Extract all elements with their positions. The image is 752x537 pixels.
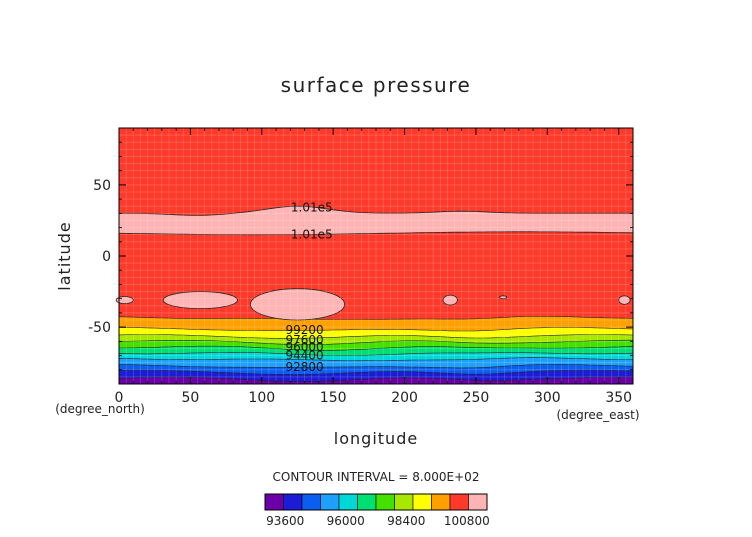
colorbar-swatch <box>283 493 303 511</box>
high-pressure-cell <box>162 291 238 310</box>
y-axis-ticks: 50 0 -50 <box>88 127 633 385</box>
high-pressure-cell <box>618 295 631 305</box>
contour-label: 1.01e5 <box>291 201 333 215</box>
colorbar-swatch <box>468 493 488 511</box>
chart-title: surface pressure <box>281 73 472 97</box>
x-axis-ticks: 0 50 100 150 200 250 300 350 <box>115 128 634 406</box>
contour-label: 99200 <box>286 323 324 337</box>
x-tick-label: 350 <box>605 390 632 406</box>
high-pressure-cell <box>249 288 345 321</box>
colorbar-tick-label: 98400 <box>387 514 425 528</box>
contour-interval-text: CONTOUR INTERVAL = 8.000E+02 <box>273 470 480 484</box>
high-pressure-cell <box>442 294 458 306</box>
x-unit-label: (degree_east) <box>556 408 639 422</box>
high-pressure-regions <box>115 205 634 321</box>
colorbar-swatch <box>449 493 469 511</box>
colorbar-swatch <box>301 493 321 511</box>
colorbar-tick-label: 93600 <box>266 514 304 528</box>
y-unit-label: (degree_north) <box>55 402 145 416</box>
colorbar-swatch <box>357 493 377 511</box>
colorbar-swatch <box>431 493 451 511</box>
x-tick-label: 0 <box>115 390 124 406</box>
x-tick-label: 50 <box>181 390 199 406</box>
y-axis-label: latitude <box>55 221 74 290</box>
contour-bands <box>118 316 634 385</box>
contour-label: 1.01e5 <box>291 228 333 242</box>
y-tick-label: 50 <box>93 178 111 194</box>
high-pressure-cell <box>499 295 508 300</box>
y-tick-label: 0 <box>102 249 111 265</box>
x-tick-label: 100 <box>248 390 275 406</box>
colorbar-tick-label: 96000 <box>327 514 365 528</box>
x-tick-label: 200 <box>391 390 418 406</box>
colorbar <box>264 493 488 511</box>
x-tick-label: 150 <box>320 390 347 406</box>
x-tick-label: 300 <box>534 390 561 406</box>
y-tick-label: -50 <box>88 320 111 336</box>
contour-label: 94400 <box>286 349 324 363</box>
colorbar-tick-labels: 93600 96000 98400 100800 <box>266 514 490 528</box>
colorbar-swatch <box>338 493 358 511</box>
colorbar-tick-label: 100800 <box>444 514 490 528</box>
contour-label: 96000 <box>286 340 324 354</box>
colorbar-swatch <box>394 493 414 511</box>
colorbar-swatch <box>320 493 340 511</box>
colorbar-swatch <box>412 493 432 511</box>
contour-label: 97600 <box>286 333 324 347</box>
x-tick-label: 250 <box>463 390 490 406</box>
colorbar-swatch <box>264 493 284 511</box>
contour-label: 92800 <box>286 360 324 374</box>
x-axis-label: longitude <box>334 429 418 448</box>
colorbar-swatch <box>375 493 395 511</box>
colorbar-frame <box>264 493 488 511</box>
